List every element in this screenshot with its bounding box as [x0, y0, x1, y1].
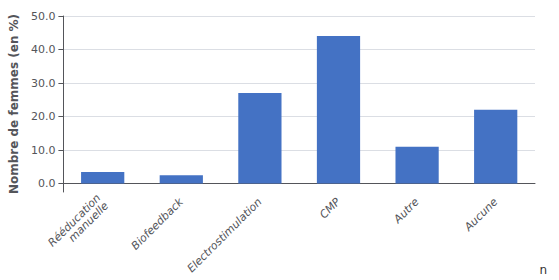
svg-text:Biofeedback: Biofeedback	[129, 195, 187, 253]
svg-text:30.0: 30.0	[31, 77, 56, 90]
svg-text:Autre: Autre	[391, 195, 422, 226]
svg-text:Rééducation: Rééducation	[45, 191, 104, 250]
svg-text:manuelle: manuelle	[66, 199, 111, 244]
svg-text:40.0: 40.0	[31, 43, 56, 56]
svg-text:20.0: 20.0	[31, 110, 56, 123]
svg-text:Electrostimulation: Electrostimulation	[185, 195, 265, 275]
svg-text:Nombre de femmes (en %): Nombre de femmes (en %)	[7, 14, 21, 194]
svg-text:10.0: 10.0	[31, 144, 56, 157]
svg-text:Aucune: Aucune	[461, 195, 500, 234]
svg-text:0.0: 0.0	[38, 177, 56, 190]
svg-text:CMP: CMP	[317, 195, 343, 221]
svg-text:50.0: 50.0	[31, 10, 56, 23]
svg-text:n: n	[539, 263, 547, 277]
